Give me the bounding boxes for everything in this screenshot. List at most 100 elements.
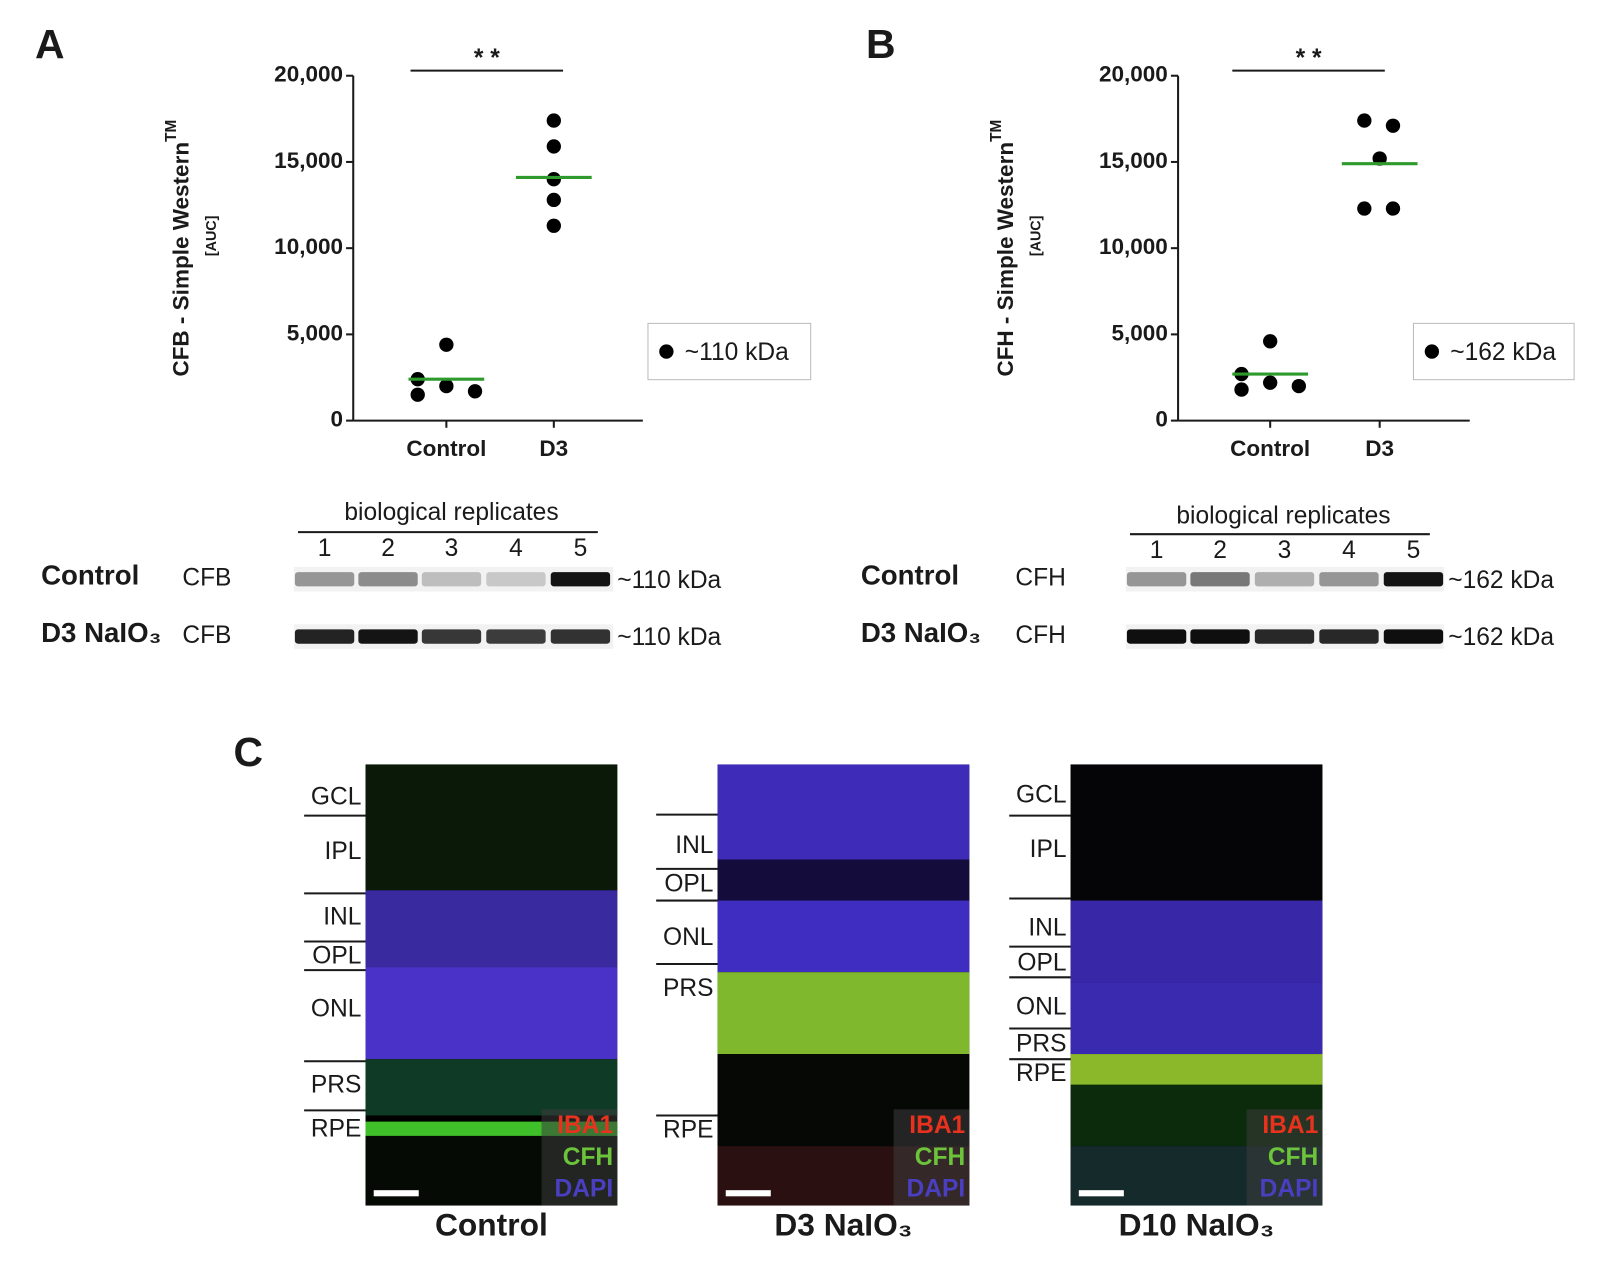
blot-header: biological replicates	[1176, 502, 1390, 529]
scale-bar	[725, 1190, 771, 1197]
y-axis-label: CFH - Simple WesternTM	[988, 120, 1018, 377]
layer-label: OPL	[1017, 949, 1066, 976]
data-point	[1357, 113, 1372, 128]
data-point	[1263, 334, 1278, 349]
y-tick-label: 20,000	[1099, 62, 1168, 87]
blot-band	[550, 572, 611, 587]
lane-label: 5	[1407, 537, 1421, 564]
lane-label: 1	[1150, 537, 1164, 564]
blot-band	[294, 629, 355, 644]
blot-band	[486, 572, 546, 587]
blot-header: biological replicates	[344, 499, 558, 526]
y-tick-label: 10,000	[1099, 234, 1168, 259]
layer-label: PRS	[663, 975, 713, 1002]
blot-band	[358, 572, 418, 587]
layer-label: GCL	[311, 784, 361, 811]
tissue-layer	[365, 764, 618, 891]
tissue-layer	[717, 972, 970, 1055]
data-point	[1234, 382, 1249, 397]
y-tick-label: 5,000	[1112, 320, 1168, 345]
data-point	[546, 192, 561, 208]
tissue-layer	[1070, 982, 1323, 1055]
data-point	[546, 139, 561, 154]
legend-marker	[1424, 344, 1440, 359]
panel-label: B	[866, 21, 896, 67]
layer-label: INL	[1028, 915, 1066, 942]
x-tick-label: D3	[1365, 436, 1394, 461]
legend-box	[647, 322, 812, 381]
blot-band	[421, 572, 482, 587]
significance-label: * *	[1296, 45, 1322, 72]
blot-band	[486, 629, 546, 644]
blot-band	[1126, 572, 1187, 587]
stain-label: DAPI	[555, 1176, 614, 1203]
blot-band	[1319, 629, 1379, 644]
blot-size: ~110 kDa	[617, 624, 721, 651]
x-tick-label: Control	[1230, 436, 1310, 461]
lane-label: 5	[574, 535, 588, 562]
blot-band	[294, 572, 355, 587]
data-point	[1263, 375, 1278, 390]
panel-label: C	[234, 729, 264, 775]
x-tick-label: D3	[539, 436, 568, 461]
blot-size: ~162 kDa	[1448, 567, 1554, 594]
stain-label: IBA1	[557, 1112, 613, 1139]
blot-band	[358, 629, 418, 644]
blot-band	[1254, 572, 1315, 587]
tissue-layer	[717, 900, 970, 973]
blot-band	[1254, 629, 1315, 644]
layer-label: RPE	[663, 1116, 713, 1143]
panel-label: A	[35, 21, 65, 67]
data-point	[1357, 201, 1372, 216]
data-point	[546, 113, 561, 128]
blot-band	[1126, 629, 1187, 644]
layer-label: RPE	[311, 1115, 361, 1142]
legend-label: ~110 kDa	[685, 339, 789, 366]
blot-band	[1190, 629, 1250, 644]
lane-label: 3	[1278, 537, 1292, 564]
data-point	[1372, 151, 1387, 166]
data-point	[439, 378, 454, 394]
stain-legend-bg	[541, 1109, 618, 1206]
lane-label: 3	[445, 535, 459, 562]
y-tick-label: 20,000	[274, 62, 343, 87]
blot-protein: CFH	[1015, 622, 1065, 649]
stain-legend-bg	[1246, 1109, 1323, 1206]
layer-label: ONL	[1016, 994, 1066, 1021]
layer-label: IPL	[1030, 836, 1067, 863]
stain-legend-bg	[893, 1109, 970, 1206]
blot-group: D3 NaIO₃	[861, 617, 981, 648]
stain-label: DAPI	[1260, 1176, 1319, 1203]
stain-label: CFH	[1268, 1144, 1318, 1171]
tissue-layer	[1070, 900, 1323, 983]
y-tick-label: 5,000	[287, 320, 343, 345]
blot-group: Control	[861, 559, 959, 590]
stain-label: IBA1	[909, 1112, 965, 1139]
legend-marker	[659, 344, 674, 359]
micrograph-caption: D10 NaIO₃	[1119, 1206, 1275, 1242]
blot-size: ~110 kDa	[617, 567, 721, 594]
x-tick-label: Control	[406, 436, 486, 461]
lane-label: 4	[1342, 537, 1356, 564]
tissue-layer	[1070, 1054, 1323, 1085]
stain-label: CFH	[915, 1144, 965, 1171]
micrograph-caption: D3 NaIO₃	[774, 1206, 912, 1242]
tissue-layer	[1070, 764, 1323, 901]
data-point	[410, 387, 425, 402]
data-point	[1291, 378, 1306, 394]
data-point	[1385, 118, 1401, 133]
y-tick-label: 10,000	[274, 234, 343, 259]
y-axis-unit: [AUC]	[204, 216, 220, 257]
blot-protein: CFB	[182, 565, 231, 592]
y-axis-label: CFB - Simple WesternTM	[163, 120, 193, 377]
data-point	[439, 337, 454, 352]
layer-label: INL	[323, 903, 361, 930]
y-axis-unit: [AUC]	[1029, 216, 1045, 257]
blot-protein: CFH	[1015, 565, 1065, 592]
stain-label: DAPI	[907, 1176, 966, 1203]
blot-group: D3 NaIO₃	[41, 617, 161, 648]
y-axis-label-main: CFB - Simple Western	[168, 142, 193, 377]
